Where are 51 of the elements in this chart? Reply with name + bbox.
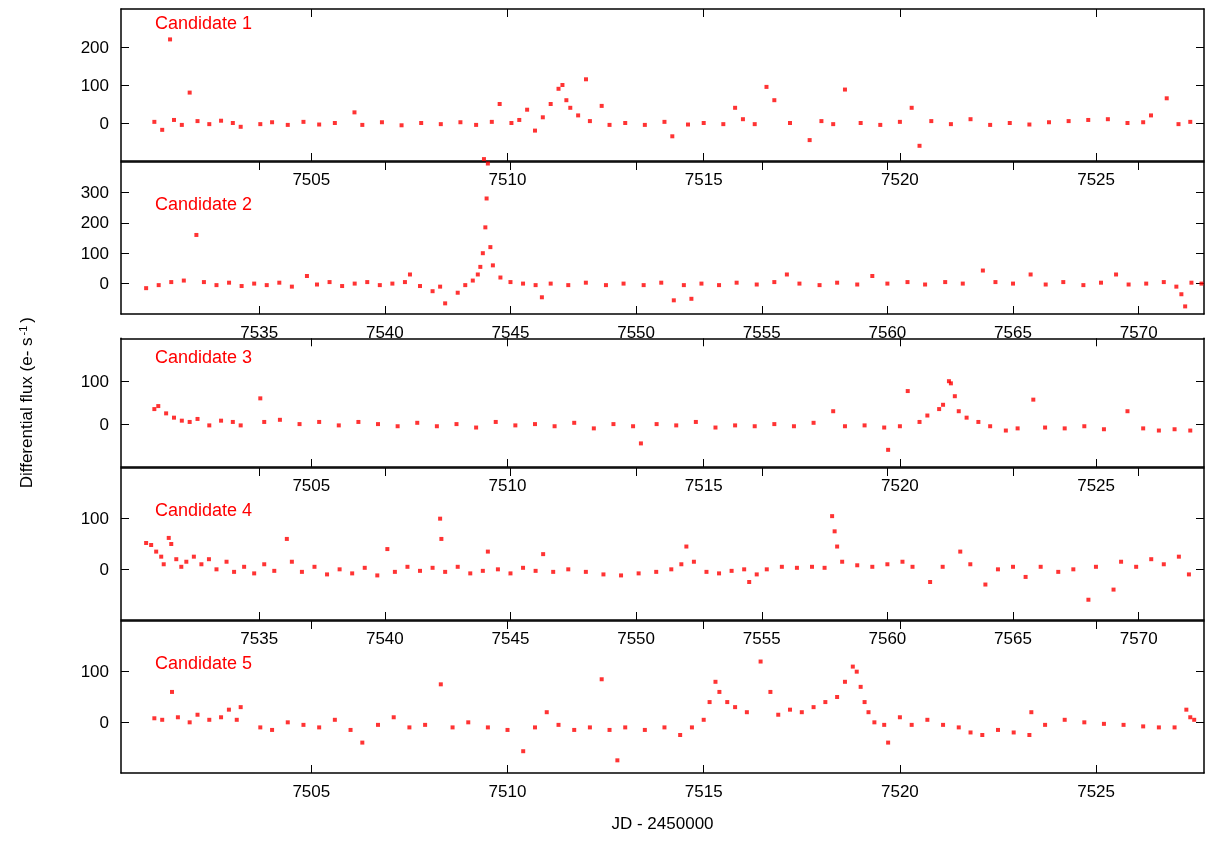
x-tick-label: 7525 [1077,476,1116,495]
x-axis-title: JD - 2450000 [611,814,714,833]
x-tick-label: 7525 [1077,782,1116,801]
x-tick-label: 7560 [868,323,907,342]
x-tick-label: 7505 [292,476,331,495]
y-tick-label: 100 [80,662,109,682]
y-tick-label: 0 [99,414,109,434]
y-tick-label: 0 [99,113,109,133]
series-label: Candidate 3 [155,347,253,367]
x-tick-label: 7565 [994,629,1032,648]
y-tick-label: 100 [80,371,109,391]
series-label: Candidate 2 [155,194,253,214]
x-tick-label: 7505 [292,782,331,801]
x-tick-label: 7515 [684,782,723,801]
y-tick-label: 200 [80,213,109,233]
x-tick-label: 7560 [868,629,907,648]
x-tick-label: 7540 [365,629,404,648]
x-tick-label: 7565 [994,323,1032,342]
y-tick-label: 300 [80,182,109,202]
x-tick-label: 7505 [292,170,331,189]
x-tick-label: 7510 [488,782,527,801]
x-tick-label: 7545 [491,629,530,648]
series-label: Candidate 4 [155,500,253,520]
x-tick-label: 7535 [240,629,279,648]
x-tick-label: 7520 [880,782,919,801]
x-tick-label: 7550 [617,629,656,648]
series-label: Candidate 5 [155,653,253,673]
x-tick-label: 7540 [365,323,404,342]
x-tick-label: 7510 [488,170,527,189]
x-tick-label: 7570 [1119,629,1158,648]
x-tick-label: 7520 [880,170,919,189]
x-tick-label: 7520 [880,476,919,495]
x-tick-label: 7535 [240,323,279,342]
y-tick-label: 0 [99,712,109,732]
x-tick-label: 7555 [742,629,781,648]
x-tick-label: 7525 [1077,170,1116,189]
y-tick-label: 100 [80,509,109,529]
series-label: Candidate 1 [155,13,253,33]
y-axis-title: Differential flux (e- s-1) [16,316,36,489]
y-tick-label: 0 [99,274,109,294]
x-tick-label: 7570 [1119,323,1158,342]
x-tick-label: 7510 [488,476,527,495]
y-tick-label: 0 [99,559,109,579]
y-tick-label: 100 [80,243,109,263]
x-tick-label: 7515 [684,170,723,189]
x-tick-label: 7550 [617,323,656,342]
y-tick-label: 100 [80,75,109,95]
y-tick-label: 200 [80,37,109,57]
x-tick-label: 7555 [742,323,781,342]
x-tick-label: 7545 [491,323,530,342]
x-tick-label: 7515 [684,476,723,495]
